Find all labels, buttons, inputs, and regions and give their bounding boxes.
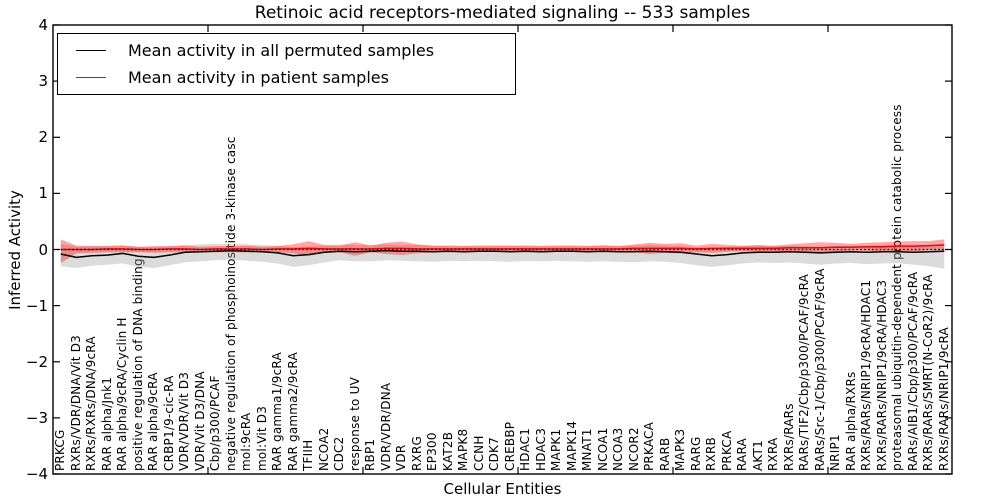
x-tick-label: VDR/VDR/Vit D3 xyxy=(177,371,192,471)
x-tick-label: PRKACA xyxy=(642,421,657,471)
x-tick-label: RARB xyxy=(657,437,672,471)
x-tick-label: RARs/AIB1/Cbp/p300/PCAF/9cRA xyxy=(905,271,920,471)
x-tick-label: PRKCA xyxy=(719,430,734,471)
x-tick-label: NRIP1 xyxy=(828,434,843,471)
x-tick-label: mol:Vit D3 xyxy=(254,405,269,471)
x-tick-label: EP300 xyxy=(425,432,440,471)
x-axis-label: Cellular Entities xyxy=(443,480,562,498)
x-tick-label: HDAC1 xyxy=(518,427,533,471)
legend-item-patient: Mean activity in patient samples xyxy=(58,64,515,91)
y-tick-label: −4 xyxy=(25,465,48,483)
y-tick-label: 0 xyxy=(38,240,48,259)
x-tick-label: NCOA2 xyxy=(316,427,331,471)
x-tick-label: RXRs/VDR/DNA/Vit D3 xyxy=(68,335,83,471)
x-tick-label: RARG xyxy=(688,436,703,472)
x-tick-label: RXRs/RXRs/DNA/9cRA xyxy=(84,336,99,471)
x-tick-label: NCOA1 xyxy=(595,427,610,471)
x-tick-label: CCNH xyxy=(471,435,486,471)
y-tick-label: 3 xyxy=(38,72,48,91)
y-tick-label: −1 xyxy=(25,296,48,315)
legend-line-sample-red xyxy=(76,77,106,78)
x-tick-label: CDC2 xyxy=(332,436,347,471)
x-tick-label: RAR gamma2/9cRA xyxy=(285,352,300,471)
legend-line-sample-black xyxy=(76,50,106,51)
x-tick-label: MAPK1 xyxy=(549,428,564,471)
x-tick-label: RAR alpha/RXRs xyxy=(843,371,858,471)
x-tick-label: AKT1 xyxy=(750,440,765,471)
line-patient-mean xyxy=(60,244,945,251)
band-patient-mean xyxy=(60,239,945,263)
x-tick-label: RBP1 xyxy=(363,438,378,471)
x-tick-label: RXRG xyxy=(409,436,424,471)
x-tick-label: VDR/Vit D3/DNA xyxy=(192,371,207,471)
x-tick-label: CREBBP xyxy=(502,421,517,471)
x-tick-label: TFIIH xyxy=(301,439,316,471)
line-permuted-mean xyxy=(60,249,945,259)
x-tick-label: HDAC3 xyxy=(533,427,548,471)
x-tick-label: RXRs/RARs/NRIP1/9cRA/HDAC3 xyxy=(874,279,889,471)
x-tick-label: RXRs/RARs/NRIP1/9cRA/HDAC1 xyxy=(859,279,874,471)
x-tick-label: positive regulation of DNA binding xyxy=(130,258,145,471)
x-tick-label: proteasomal ubiquitin-dependent protein … xyxy=(890,104,905,471)
x-tick-label: NCOA3 xyxy=(611,427,626,471)
x-tick-label: RARs/Src-1/Cbp/p300/PCAF/9cRA xyxy=(812,268,827,471)
x-tick-label: RARs/TIF2/Cbp/p300/PCAF/9cRA xyxy=(797,273,812,471)
x-tick-label: VDR/VDR/DNA xyxy=(378,382,393,471)
x-tick-label: RAR alpha/Jnk1 xyxy=(99,376,114,471)
y-axis-label: Inferred Activity xyxy=(6,190,24,310)
x-tick-label: NCOR2 xyxy=(626,427,641,471)
x-tick-label: RARA xyxy=(735,438,750,471)
y-tick-label: 1 xyxy=(38,184,48,203)
chart-title: Retinoic acid receptors-mediated signali… xyxy=(254,3,751,23)
x-tick-label: CRBP1/9-cic-RA xyxy=(161,375,176,471)
x-tick-label: RXRs/RARs/SMRT(N-CoR2)/9cRA xyxy=(921,274,936,471)
x-tick-label: MNAT1 xyxy=(580,428,595,471)
x-tick-label: CDK7 xyxy=(487,437,502,471)
x-tick-label: MAPK14 xyxy=(564,420,579,471)
x-tick-label: PRKCG xyxy=(53,429,68,471)
x-tick-label: VDR xyxy=(394,444,409,471)
x-tick-label: RXRA xyxy=(766,437,781,471)
y-tick-label: 2 xyxy=(38,128,48,147)
y-tick-label: −2 xyxy=(25,352,48,371)
x-tick-label: mol:9cRA xyxy=(239,412,254,471)
legend: Mean activity in all permuted samples Me… xyxy=(57,33,516,95)
x-tick-label: RAR alpha/9cRA/Cyclin H xyxy=(115,317,130,471)
band-permuted-mean xyxy=(60,243,945,269)
x-tick-label: RXRs/RARs xyxy=(781,403,796,471)
legend-item-permuted: Mean activity in all permuted samples xyxy=(58,37,515,64)
x-tick-label: MAPK8 xyxy=(456,428,471,471)
x-tick-label: RXRs/RARs/NRIP1/9cRA xyxy=(936,327,951,471)
x-tick-label: response to UV xyxy=(347,377,362,471)
x-tick-label: RAR gamma1/9cRA xyxy=(270,352,285,471)
legend-label-permuted: Mean activity in all permuted samples xyxy=(128,41,435,60)
y-tick-label: −3 xyxy=(25,408,48,427)
x-tick-label: RAR alpha/9cRA xyxy=(146,372,161,471)
x-tick-label: negative regulation of phosphoinositide … xyxy=(223,136,238,471)
x-tick-label: RXRB xyxy=(704,437,719,471)
x-tick-label: MAPK3 xyxy=(673,428,688,471)
legend-label-patient: Mean activity in patient samples xyxy=(128,68,389,87)
x-tick-label: KAT2B xyxy=(440,431,455,471)
x-tick-label: Cbp/p300/PCAF xyxy=(208,375,223,471)
y-tick-label: 4 xyxy=(38,16,48,34)
